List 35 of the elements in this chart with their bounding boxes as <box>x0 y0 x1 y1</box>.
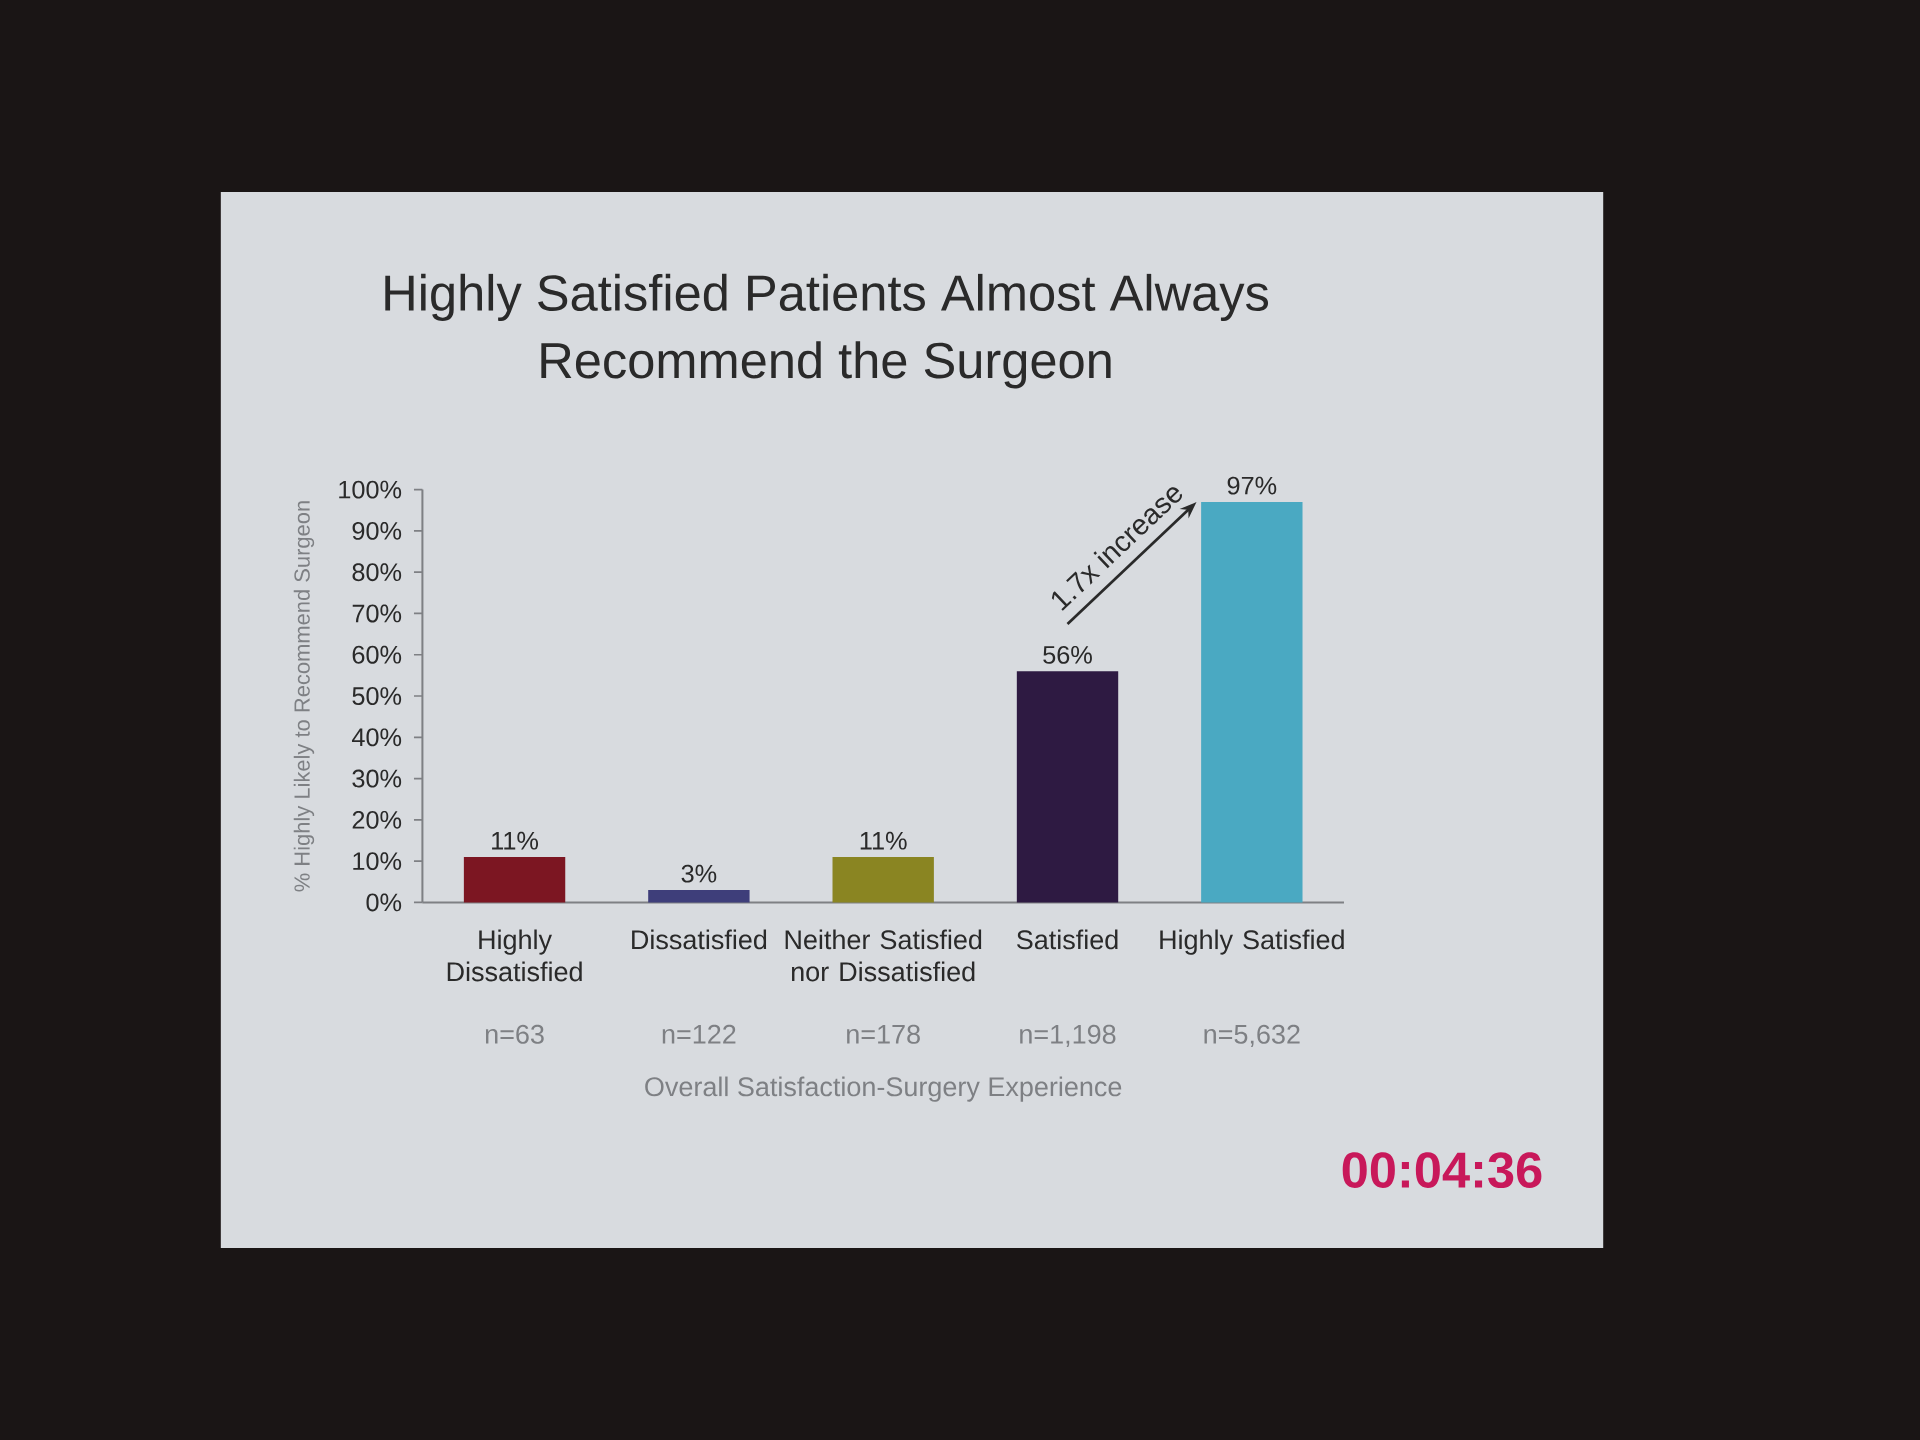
text: n=63 <box>485 1024 544 1044</box>
y-tick-label: 40% <box>351 728 402 747</box>
y-tick-label: 100% <box>339 480 402 499</box>
x-axis-title: Overall Satisfaction-Surgery Experience <box>645 1076 1122 1102</box>
chart-title: Highly Satisfied Patients Almost Always Recommend the Surgeon <box>385 273 1269 389</box>
data-label: 3% <box>681 864 717 883</box>
data-label: 11% <box>492 831 539 850</box>
y-tick-label: 10% <box>353 852 402 871</box>
y-tick-label: 0% <box>366 893 402 912</box>
x-tick-label: Neither Satisfied nor Dissatisfied <box>785 929 982 982</box>
bar <box>648 890 750 903</box>
y-tick-label: 30% <box>352 769 402 788</box>
data-label: 97% <box>1227 476 1277 495</box>
text: n=5,632 <box>1204 1024 1300 1048</box>
text: n=1,198 <box>1020 1024 1116 1048</box>
text: n=122 <box>662 1024 736 1044</box>
text: 00:04:36 <box>1342 1152 1542 1189</box>
bar <box>463 856 566 903</box>
bar <box>1201 501 1303 903</box>
y-tick-label: 50% <box>352 687 402 705</box>
y-tick-label: 60% <box>352 645 402 664</box>
y-tick-label: 20% <box>352 810 402 829</box>
y-tick-label: 70% <box>352 604 402 623</box>
bar <box>832 856 934 903</box>
bar <box>1016 671 1119 903</box>
y-tick-label: 80% <box>352 563 402 582</box>
data-label: 56% <box>1043 645 1092 664</box>
x-tick-label: Highly Satisfied <box>1160 929 1344 955</box>
y-tick-label: 90% <box>352 521 402 540</box>
x-tick-label: Highly Dissatisfied <box>447 929 582 982</box>
y-axis-title: % Highly Likely to Recommend Surgeon <box>293 501 315 892</box>
x-tick-label: Dissatisfied <box>632 929 767 950</box>
data-label: 11% <box>860 831 907 850</box>
x-tick-label: Satisfied <box>1016 929 1118 950</box>
text: n=178 <box>847 1024 920 1044</box>
